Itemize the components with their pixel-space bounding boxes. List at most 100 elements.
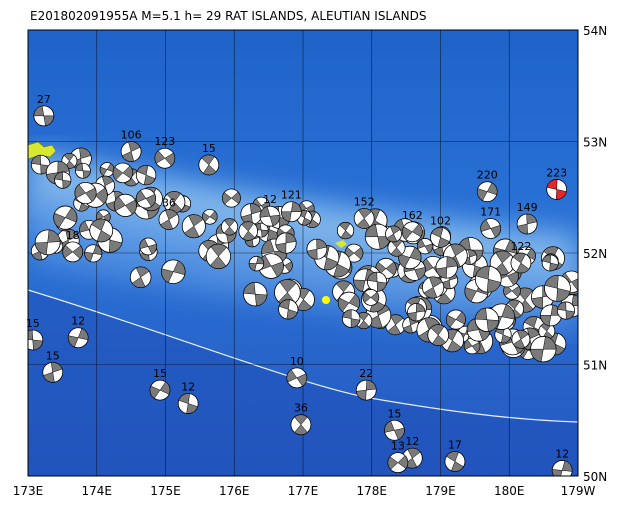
focal-mechanism (62, 241, 84, 263)
event-label: 12 (405, 435, 419, 448)
event-label: 15 (153, 367, 167, 380)
background-mechanism (337, 291, 361, 315)
map-title: E201802091955A M=5.1 h= 29 RAT ISLANDS, … (30, 9, 426, 23)
event-label: 12 (181, 381, 195, 394)
ball-quadrant (446, 451, 464, 472)
ball-quadrant (74, 184, 97, 202)
focal-mechanism (158, 209, 180, 230)
focal-mechanism (387, 452, 409, 474)
focal-mechanism (384, 419, 405, 441)
background-mechanism (74, 181, 97, 205)
focal-mechanism (28, 329, 44, 351)
lat-label: 54N (583, 24, 607, 38)
event-label: 106 (121, 129, 142, 142)
event-label: 15 (46, 349, 60, 362)
event-label: 162 (402, 209, 423, 222)
background-mechanism (135, 164, 157, 186)
ball-quadrant (435, 256, 458, 279)
ball-quadrant (281, 201, 302, 222)
ball-quadrant (259, 206, 281, 227)
event-label: 102 (430, 214, 451, 227)
ball-quadrant (28, 329, 44, 351)
focal-mechanism (444, 451, 466, 472)
background-mechanism (113, 193, 137, 217)
background-mechanism (362, 289, 380, 306)
lon-label: 175E (150, 484, 181, 498)
event-label: 220 (477, 169, 498, 182)
event-label: 36 (162, 197, 176, 210)
event-label: 36 (294, 402, 308, 415)
ball-quadrant (84, 244, 103, 262)
background-mechanism (275, 232, 297, 254)
ball-quadrant (113, 196, 137, 215)
background-mechanism (238, 221, 259, 241)
event-label: 15 (387, 407, 401, 420)
focal-mechanism (154, 147, 176, 169)
background-mechanism (201, 208, 218, 225)
ball-quadrant (339, 222, 352, 240)
lat-label: 52N (583, 247, 607, 261)
background-mechanism (385, 225, 402, 243)
background-mechanism (427, 324, 450, 346)
focal-mechanism (355, 379, 377, 401)
lon-label: 176E (219, 484, 250, 498)
lon-label: 174E (82, 484, 113, 498)
ball-quadrant (62, 244, 83, 260)
background-mechanism (278, 299, 299, 320)
ball-quadrant (131, 266, 150, 288)
ball-quadrant (387, 455, 409, 470)
focal-mechanism (259, 205, 281, 227)
focal-mechanism (120, 141, 142, 162)
background-mechanism (89, 218, 114, 243)
background-mechanism (463, 337, 481, 355)
background-mechanism (84, 244, 103, 263)
event-label: 152 (354, 195, 375, 208)
ball-quadrant (294, 414, 308, 435)
background-mechanism (75, 162, 91, 179)
background-mechanism (474, 307, 500, 332)
ball-quadrant (384, 420, 405, 440)
background-mechanism (341, 309, 361, 328)
axis-labels: 173E 174E 175E 176E 177E 178E 179E 180E 179W 54N 5… (13, 24, 608, 498)
event-label: 12 (263, 193, 277, 206)
background-mechanism (541, 254, 559, 272)
event-label: 123 (154, 135, 175, 148)
ball-quadrant (542, 254, 559, 272)
event-label: 223 (546, 166, 567, 179)
lat-label: 50N (583, 470, 607, 484)
lon-label: 177E (288, 484, 319, 498)
focal-mechanism (401, 221, 423, 243)
background-mechanism (544, 274, 571, 302)
background-mechanism (407, 303, 426, 322)
background-mechanism (205, 243, 232, 270)
ball-quadrant (423, 276, 443, 299)
ball-quadrant (161, 260, 186, 283)
background-mechanism (53, 205, 78, 230)
focal-mechanism (476, 181, 498, 203)
ball-quadrant (463, 339, 481, 353)
event-label: 22 (359, 367, 373, 380)
lon-label: 179W (561, 484, 596, 498)
background-mechanism (160, 259, 186, 285)
focal-mechanism (33, 105, 55, 127)
ball-quadrant (222, 191, 241, 205)
lon-label: 173E (13, 484, 44, 498)
background-mechanism (274, 279, 301, 306)
ball-quadrant (139, 238, 157, 255)
ball-quadrant (67, 328, 89, 348)
ball-quadrant (356, 379, 377, 401)
ball-quadrant (91, 218, 112, 243)
focal-mechanism (149, 379, 171, 401)
background-mechanism (129, 266, 152, 289)
ball-quadrant (431, 227, 450, 248)
background-mechanism (336, 221, 355, 240)
event-label: 13 (391, 440, 405, 453)
focal-mechanism (551, 460, 573, 476)
background-mechanism (135, 188, 157, 209)
ball-quadrant (223, 218, 236, 236)
ball-quadrant (34, 229, 61, 255)
focal-mechanism (177, 393, 199, 414)
ball-quadrant (475, 265, 502, 293)
ball-quadrant (278, 299, 298, 320)
background-mechanism (243, 281, 268, 307)
